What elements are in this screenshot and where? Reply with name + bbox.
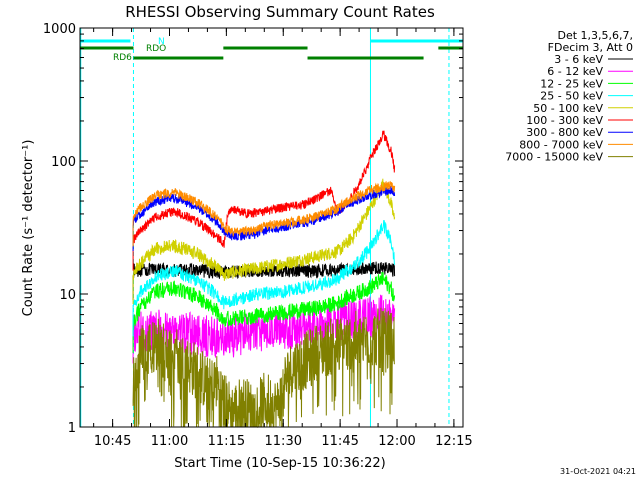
series-lines: [132, 130, 396, 429]
flag-label-1: RDO: [146, 44, 166, 54]
legend-label-4: 50 - 100 keV: [533, 102, 603, 115]
legend-label-5: 100 - 300 keV: [526, 114, 603, 127]
series-line-7: [132, 180, 396, 247]
y-tick-label-1: 10: [59, 288, 76, 303]
x-tick-label-0: 10:45: [94, 434, 131, 449]
y-tick-label-0: 1: [68, 421, 76, 436]
series-line-8: [132, 307, 396, 429]
chart-title: RHESSI Observing Summary Count Rates: [125, 3, 435, 21]
y-axis-ticks: 1 10 100 1000: [43, 22, 463, 436]
legend: Det 1,3,5,6,7, FDecim 3, Att 0 3 - 6 keV…: [505, 29, 633, 164]
y-tick-label-3: 1000: [43, 22, 76, 37]
x-tick-label-6: 12:15: [435, 434, 472, 449]
x-axis-ticks: 10:45 11:00 11:15 11:30 11:45 12:00 12:15: [93, 28, 473, 449]
x-tick-label-4: 11:45: [321, 434, 358, 449]
plot-frame: [79, 27, 464, 428]
series-line-5: [132, 130, 396, 271]
legend-label-3: 25 - 50 keV: [540, 90, 603, 103]
x-axis-label: Start Time (10-Sep-15 10:36:22): [174, 456, 385, 471]
legend-label-0: 3 - 6 keV: [554, 53, 603, 66]
series-line-3: [132, 220, 396, 337]
legend-header-line-2: FDecim 3, Att 0: [548, 41, 633, 54]
legend-label-7: 800 - 7000 keV: [519, 138, 603, 151]
flag-label-2: RD6: [113, 53, 132, 63]
series-line-4: [132, 178, 396, 305]
x-tick-label-2: 11:15: [208, 434, 245, 449]
y-axis-label: Count Rate (s⁻¹ detector⁻¹): [21, 140, 36, 317]
legend-label-2: 12 - 25 keV: [540, 77, 603, 90]
x-tick-label-3: 11:30: [265, 434, 302, 449]
legend-header-line-1: Det 1,3,5,6,7,: [557, 29, 633, 42]
x-tick-label-5: 12:00: [378, 434, 415, 449]
series-line-2: [132, 271, 396, 353]
y-tick-label-2: 100: [51, 155, 76, 170]
timestamp: 31-Oct-2021 04:21: [560, 467, 636, 476]
legend-label-8: 7000 - 15000 keV: [505, 151, 603, 164]
flag-label-0: N: [158, 37, 165, 47]
legend-label-1: 6 - 12 keV: [547, 65, 603, 78]
x-tick-label-1: 11:00: [151, 434, 188, 449]
legend-label-6: 300 - 800 keV: [526, 126, 603, 139]
